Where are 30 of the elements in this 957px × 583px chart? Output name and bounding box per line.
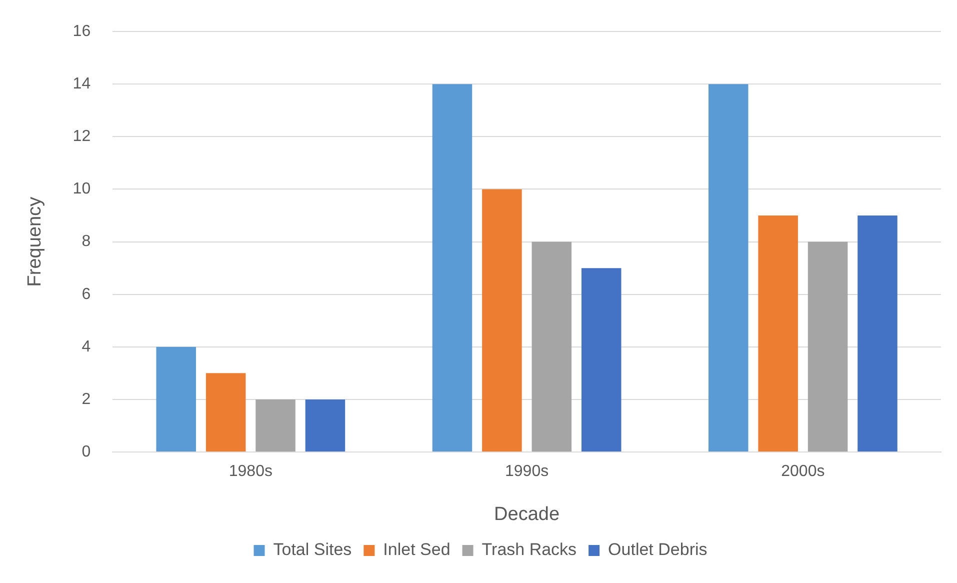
y-tick-label: 12 <box>72 128 91 146</box>
bar <box>305 399 346 452</box>
bar <box>808 242 848 452</box>
bar <box>858 216 898 452</box>
x-axis-title: Decade <box>494 504 560 525</box>
bar <box>482 189 522 452</box>
bar <box>432 84 472 452</box>
legend-label: Trash Racks <box>482 540 577 560</box>
bar <box>708 84 748 452</box>
bar <box>532 242 572 452</box>
y-tick-label: 10 <box>72 180 91 198</box>
y-tick-label: 0 <box>82 443 91 460</box>
x-tick-label: 1980s <box>228 463 272 480</box>
bar <box>156 346 196 452</box>
legend-label: Outlet Debris <box>608 540 708 560</box>
y-tick-label: 16 <box>72 23 91 40</box>
bar <box>256 399 296 452</box>
y-tick-label: 6 <box>82 286 91 303</box>
x-tick-label: 1990s <box>505 463 549 480</box>
y-tick-label: 2 <box>82 390 91 408</box>
legend-label: Total Sites <box>273 540 352 560</box>
bar <box>581 268 622 452</box>
x-tick-label: 2000s <box>781 463 825 480</box>
bar <box>758 216 798 452</box>
legend-label: Inlet Sed <box>383 540 450 560</box>
y-tick-label: 8 <box>82 233 91 250</box>
y-axis-title: Frequency <box>24 196 46 287</box>
y-tick-label: 4 <box>82 338 91 356</box>
bar <box>206 373 246 452</box>
y-tick-label: 14 <box>72 76 91 93</box>
